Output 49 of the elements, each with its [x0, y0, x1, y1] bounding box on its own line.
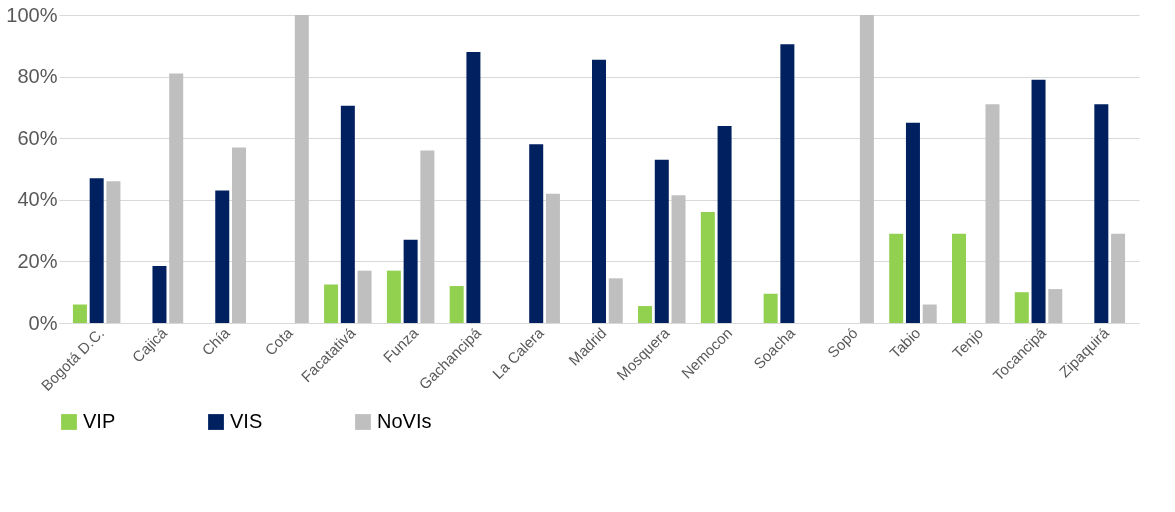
- bar: [985, 104, 1000, 323]
- bar: [152, 266, 167, 323]
- bar: [215, 190, 230, 323]
- bar: [889, 233, 904, 323]
- bar: [169, 73, 184, 323]
- bar: [1111, 233, 1126, 323]
- bar: [671, 195, 686, 323]
- bar: [72, 304, 87, 323]
- y-tick-label: 40%: [17, 188, 58, 211]
- bar: [922, 304, 937, 323]
- bar: [763, 293, 778, 323]
- bar: [106, 181, 121, 323]
- bar: [592, 59, 606, 323]
- legend-label: VIP: [83, 410, 116, 432]
- bar: [89, 178, 104, 323]
- y-tick-label: 100%: [6, 3, 58, 26]
- bar: [780, 44, 795, 323]
- bar: [608, 278, 623, 323]
- bar: [340, 105, 355, 323]
- bar: [529, 144, 544, 323]
- y-tick-label: 0%: [28, 311, 58, 334]
- legend-label: NoVIs: [377, 410, 432, 432]
- y-tick-label: 60%: [17, 126, 58, 149]
- y-tick-label: 80%: [17, 65, 58, 88]
- x-tick-label: Chía: [198, 323, 234, 359]
- bar: [638, 306, 653, 323]
- x-tick-label: Cota: [261, 323, 297, 359]
- bar: [654, 159, 669, 323]
- y-tick-label: 20%: [17, 249, 58, 272]
- bar: [1094, 104, 1109, 323]
- bar: [232, 147, 246, 323]
- bar: [324, 284, 339, 323]
- bar: [403, 239, 418, 323]
- bar: [420, 150, 435, 323]
- bar: [717, 125, 732, 323]
- bar: [1014, 292, 1029, 323]
- bar: [449, 286, 464, 323]
- bar: [545, 193, 560, 323]
- bar: [357, 270, 372, 323]
- bar: [905, 122, 920, 323]
- bar: [1048, 289, 1063, 323]
- bar: [700, 212, 715, 323]
- legend-label: VIS: [230, 410, 263, 432]
- bar: [466, 51, 481, 323]
- bar: [952, 233, 966, 323]
- bar: [294, 15, 309, 323]
- bar: [1031, 79, 1046, 323]
- bar: [859, 15, 874, 323]
- bar: [386, 270, 401, 323]
